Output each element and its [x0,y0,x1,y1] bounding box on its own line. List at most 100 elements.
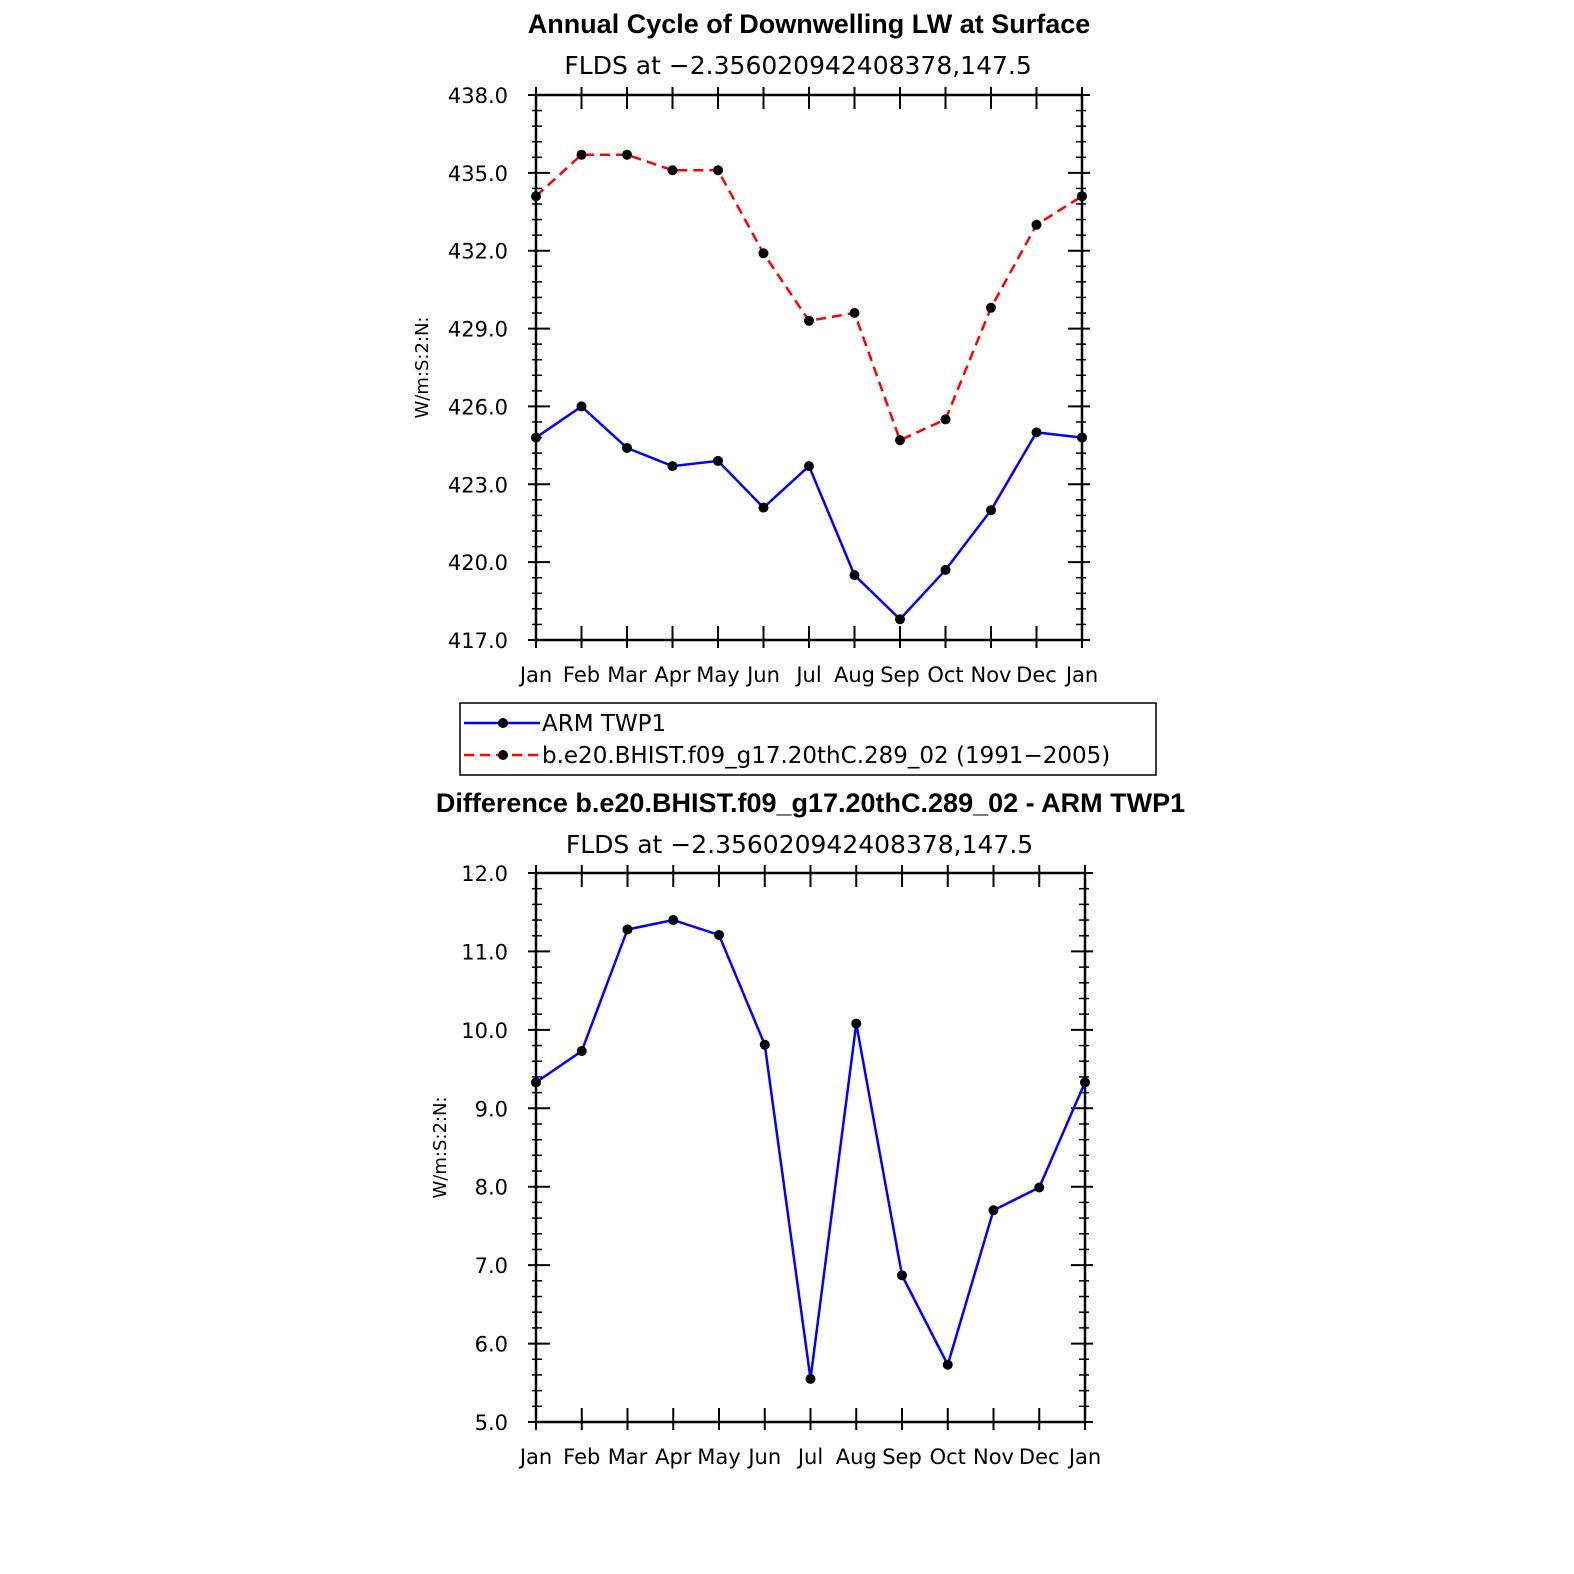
data-point [622,149,632,160]
legend-label: ARM TWP1 [542,711,666,737]
x-tick-label: Jul [796,1445,823,1469]
x-tick-label: Jan [518,1445,552,1469]
x-tick-label: Dec [1019,1445,1060,1469]
y-tick-label: 12.0 [461,862,508,886]
data-point [759,1039,770,1050]
data-point [758,502,769,513]
x-tick-label: Dec [1016,663,1057,687]
data-point [622,442,632,453]
chart-panel-2: Difference b.e20.BHIST.f09_g17.20thC.289… [430,788,1185,1469]
data-point [897,1270,907,1281]
data-point [849,308,860,318]
x-tick-label: Apr [654,663,691,687]
x-tick-label: Jan [518,663,552,687]
series-line-2 [535,153,1083,442]
x-tick-label: Feb [563,663,600,687]
x-tick-label: Nov [973,1445,1014,1469]
data-point [667,461,678,472]
x-tick-label: Aug [836,1445,877,1469]
data-point [713,165,723,176]
series-line-1 [535,918,1087,1380]
y-tick-label: 417.0 [448,629,508,653]
x-tick-label: Jul [794,663,821,687]
chart-subtitle: FLDS at −2.356020942408378,147.5 [564,51,1031,80]
y-tick-label: 435.0 [448,162,508,186]
x-tick-label: Feb [563,1445,600,1469]
data-point [804,461,814,472]
series-line-1 [535,404,1083,622]
chart-panel-1: Annual Cycle of Downwelling LW at Surfac… [412,9,1157,776]
data-point [1031,219,1042,230]
x-tick-label: Mar [607,663,647,687]
data-point [576,149,587,160]
data-point [758,248,769,259]
data-point [804,315,814,326]
y-tick-label: 429.0 [448,318,508,342]
data-point [713,455,723,466]
x-tick-label: May [696,663,739,687]
data-point [988,1205,999,1216]
y-tick-label: 11.0 [461,940,508,964]
data-point [576,401,587,412]
y-tick-label: 10.0 [461,1019,508,1043]
data-point [940,564,951,575]
x-tick-label: Apr [655,1445,692,1469]
y-tick-label: 420.0 [448,551,508,575]
data-point [622,924,633,935]
x-tick-label: Sep [880,663,920,687]
data-point [714,929,724,940]
x-tick-label: Aug [834,663,875,687]
y-tick-label: 8.0 [475,1176,508,1200]
data-point [942,1359,953,1370]
data-point [851,1018,862,1029]
y-tick-label: 9.0 [475,1097,508,1121]
x-tick-label: Jan [1064,663,1098,687]
plot-frame [534,93,1084,642]
chart-title: Annual Cycle of Downwelling LW at Surfac… [528,9,1091,39]
x-tick-label: Oct [927,663,963,687]
y-tick-label: 423.0 [448,473,508,497]
legend-swatch-marker [498,750,508,760]
x-tick-label: Mar [608,1445,648,1469]
legend-swatch-marker [498,718,508,728]
chart-subtitle: FLDS at −2.356020942408378,147.5 [566,830,1033,859]
data-point [667,165,678,176]
data-point [986,302,996,313]
y-tick-label: 426.0 [448,395,508,419]
data-point [986,505,996,516]
legend: ARM TWP1 b.e20.BHIST.f09_g17.20thC.289_02… [459,702,1157,776]
legend-label: b.e20.BHIST.f09_g17.20thC.289_02 (1991−2… [542,743,1110,769]
data-point [1077,432,1087,443]
data-point [849,570,860,581]
x-tick-label: Sep [882,1445,922,1469]
y-tick-label: 7.0 [475,1254,508,1278]
data-point [1080,1077,1090,1088]
y-axis-label: W/m:S:2:N: [412,317,433,419]
data-point [1031,427,1042,438]
data-point [576,1046,587,1057]
data-point [940,414,951,425]
data-point [531,1077,541,1088]
legend-box [459,702,1157,776]
data-point [895,435,905,446]
y-axis-label: W/m:S:2:N: [430,1097,451,1199]
y-tick-label: 5.0 [475,1411,508,1435]
x-tick-label: Jun [746,1445,781,1469]
data-point [1034,1182,1045,1193]
data-point [1077,191,1087,202]
data-point [531,191,541,202]
data-point [895,614,905,625]
x-tick-label: May [697,1445,740,1469]
data-point [668,915,679,926]
x-tick-label: Jun [745,663,780,687]
data-point [531,432,541,443]
x-tick-label: Nov [971,663,1012,687]
data-point [805,1373,816,1384]
x-tick-label: Jan [1067,1445,1101,1469]
y-tick-label: 432.0 [448,240,508,264]
y-tick-label: 6.0 [475,1333,508,1357]
chart-title: Difference b.e20.BHIST.f09_g17.20thC.289… [436,788,1185,818]
x-tick-label: Oct [930,1445,966,1469]
y-tick-label: 438.0 [448,84,508,108]
